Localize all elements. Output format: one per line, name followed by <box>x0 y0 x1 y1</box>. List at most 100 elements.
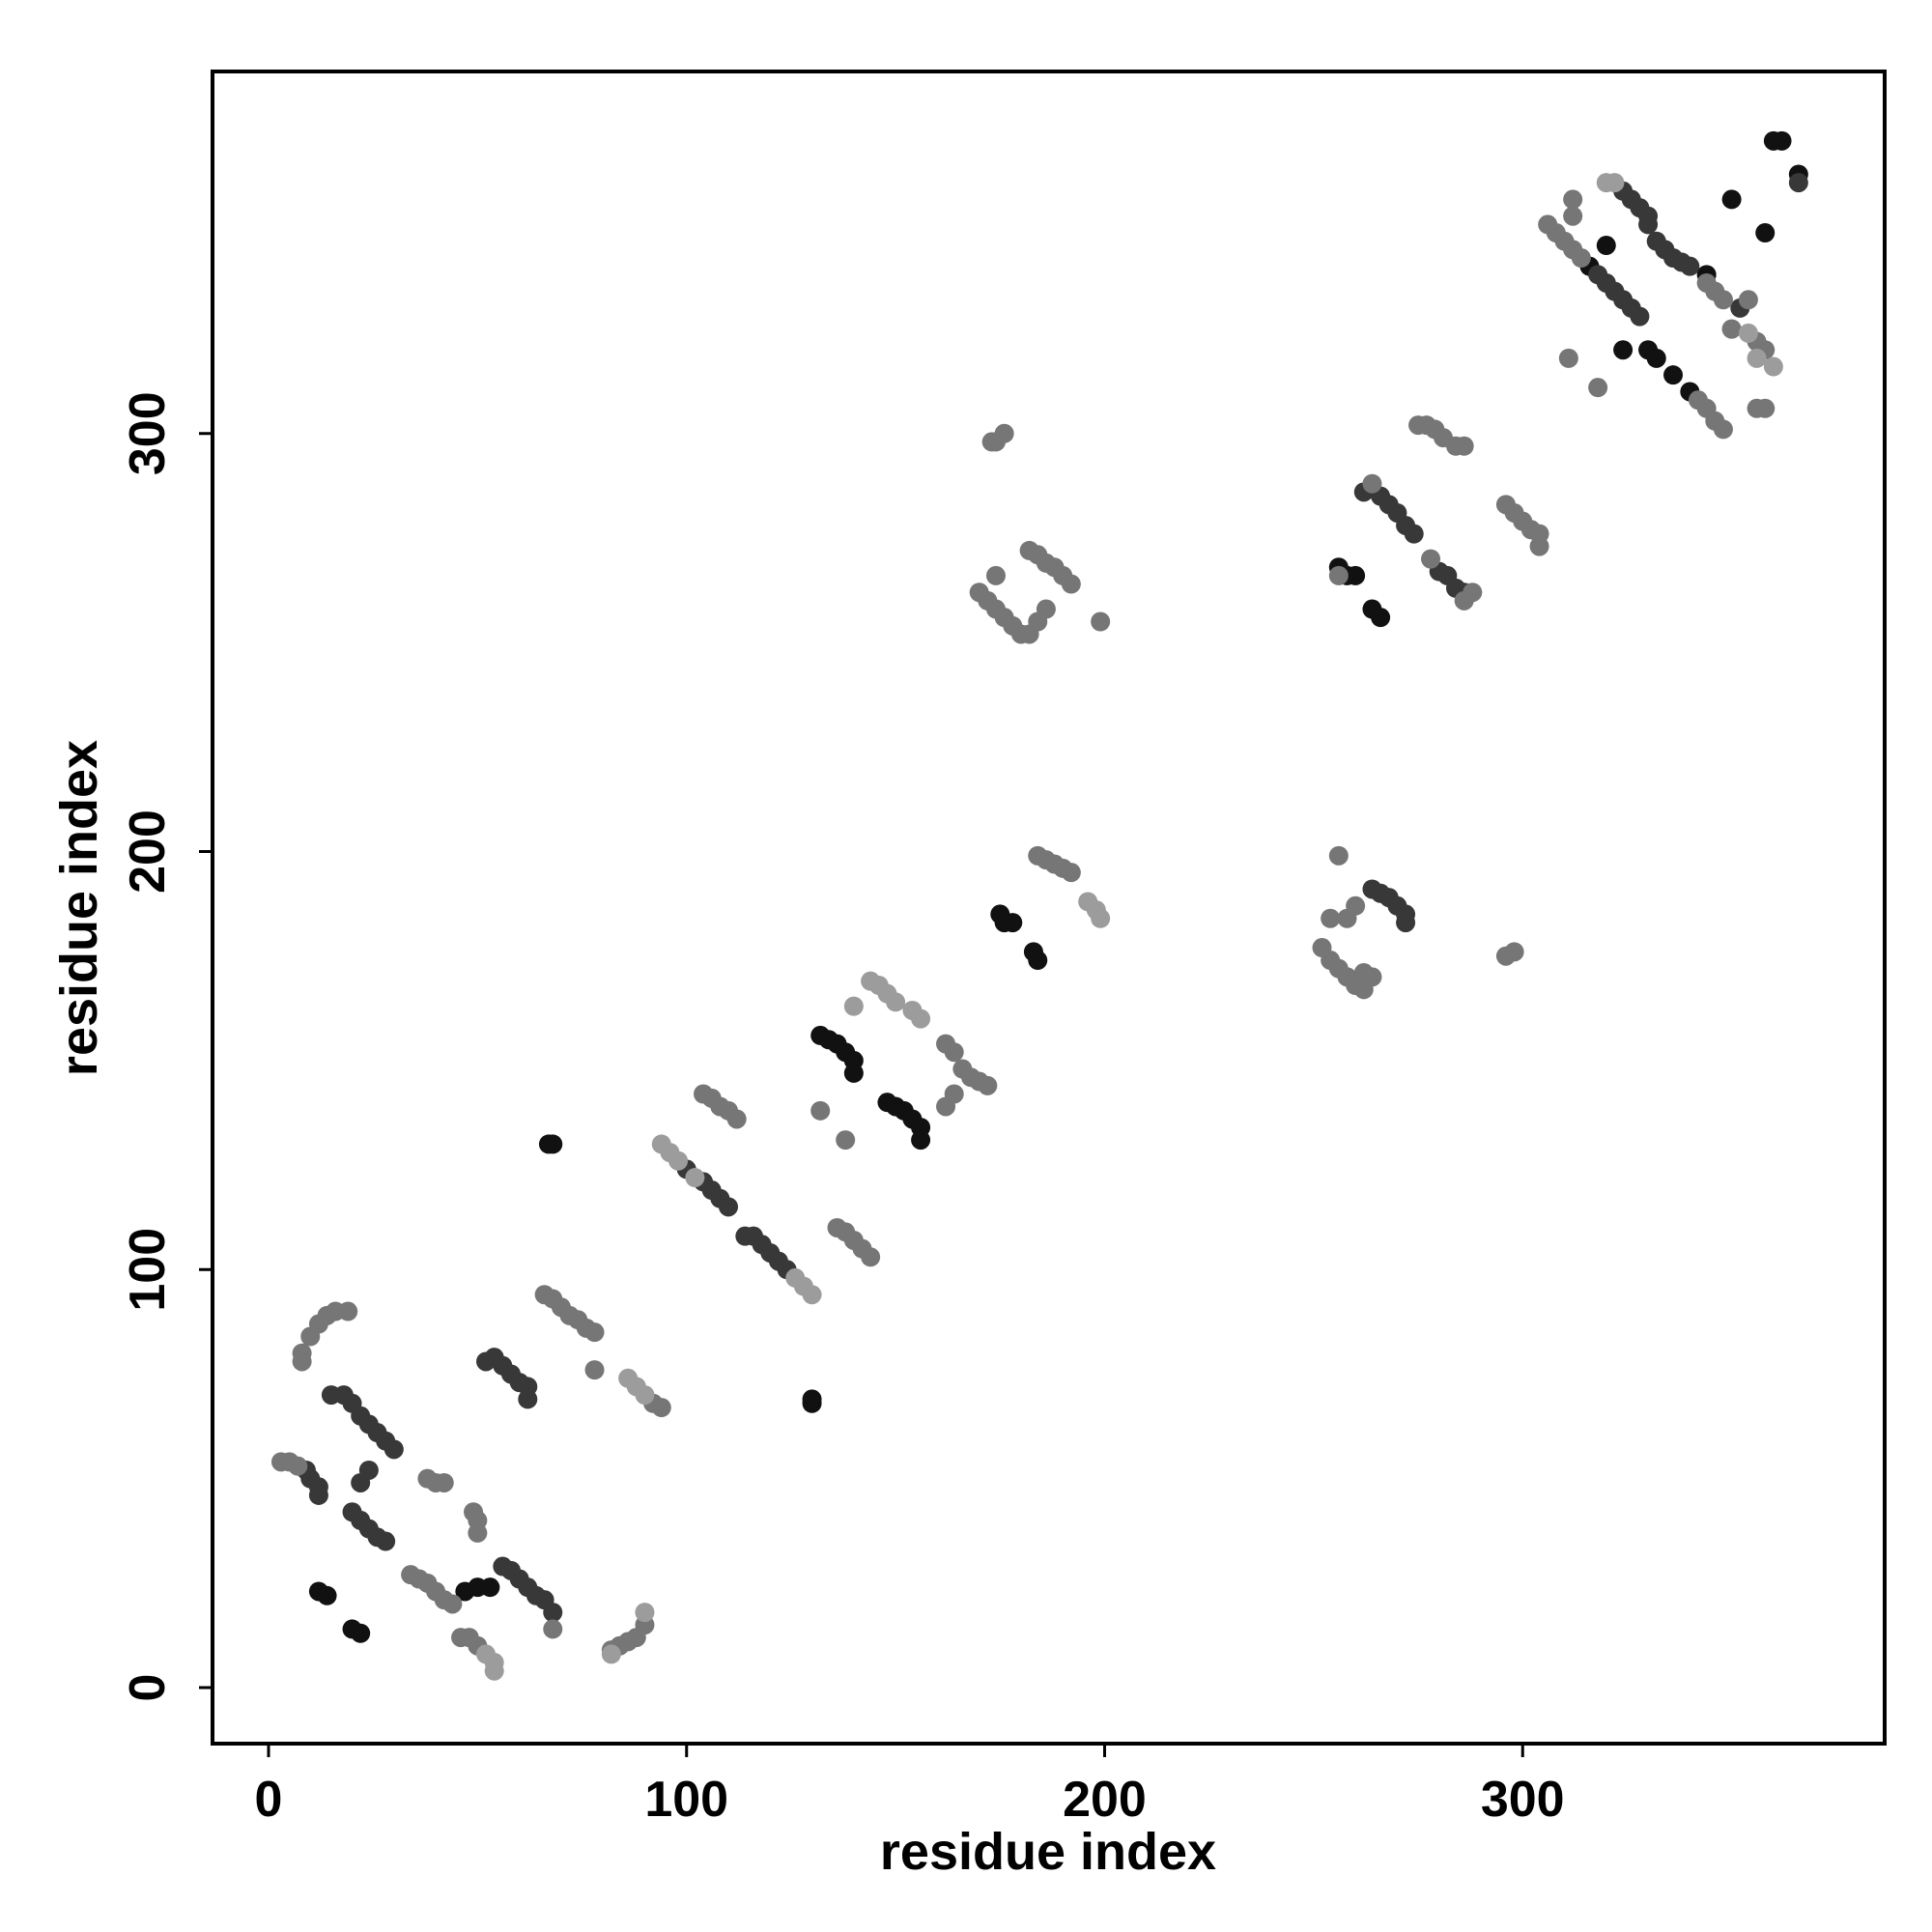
point <box>1772 130 1792 151</box>
point <box>1630 306 1650 327</box>
point <box>1763 356 1783 377</box>
point <box>1588 378 1608 398</box>
point <box>886 992 906 1012</box>
point <box>1558 348 1578 368</box>
point <box>802 1389 822 1409</box>
point <box>480 1577 500 1598</box>
point <box>1663 365 1684 385</box>
point <box>719 1197 739 1217</box>
point <box>1721 319 1742 339</box>
point <box>484 1661 504 1681</box>
point <box>1755 398 1776 418</box>
point <box>543 1619 563 1639</box>
point <box>1003 913 1023 933</box>
point <box>911 1009 931 1029</box>
point <box>1788 173 1808 193</box>
point <box>1404 524 1424 544</box>
point <box>1321 908 1341 928</box>
y-tick-label: 100 <box>120 1228 176 1312</box>
point <box>358 1460 379 1480</box>
point <box>1747 348 1767 368</box>
point <box>468 1522 488 1543</box>
point <box>1713 419 1733 440</box>
point <box>861 1247 881 1267</box>
point <box>1396 913 1416 933</box>
point <box>384 1439 404 1460</box>
point <box>543 1603 563 1623</box>
point <box>584 1360 605 1380</box>
point <box>685 1168 705 1188</box>
point <box>978 1075 998 1095</box>
point <box>726 1109 747 1129</box>
point <box>1061 574 1081 594</box>
point <box>1454 436 1474 456</box>
point <box>292 1351 312 1372</box>
point <box>843 996 864 1016</box>
x-tick-label: 0 <box>255 1772 283 1828</box>
x-tick-label: 100 <box>644 1772 728 1828</box>
point <box>1596 236 1616 256</box>
point <box>1028 611 1048 632</box>
point <box>1646 348 1666 368</box>
point <box>668 1151 689 1171</box>
point <box>317 1585 337 1605</box>
point <box>1328 565 1349 585</box>
point <box>944 1042 964 1063</box>
point <box>1605 173 1625 193</box>
point <box>1680 256 1700 276</box>
y-tick-label: 0 <box>120 1674 176 1702</box>
point <box>442 1594 463 1614</box>
point <box>1028 951 1048 971</box>
plot-frame <box>211 70 1887 1746</box>
point <box>1713 290 1733 310</box>
point <box>1529 536 1549 556</box>
point <box>308 1485 328 1505</box>
point <box>1454 590 1474 611</box>
point <box>1738 290 1758 310</box>
x-tick-label: 200 <box>1063 1772 1147 1828</box>
point <box>1421 549 1441 569</box>
point <box>1362 473 1382 494</box>
y-axis-label: residue index <box>50 740 108 1076</box>
point <box>1504 942 1524 962</box>
point <box>1563 206 1583 226</box>
point <box>518 1389 538 1409</box>
point <box>1091 908 1111 928</box>
point <box>1328 845 1349 866</box>
point <box>1613 340 1634 360</box>
point <box>1638 206 1659 226</box>
point <box>1346 895 1366 916</box>
point <box>936 1096 956 1117</box>
point <box>1346 565 1366 585</box>
point <box>843 1063 864 1083</box>
point <box>1353 963 1374 983</box>
point <box>1721 189 1742 210</box>
point <box>1571 248 1591 269</box>
point <box>1755 223 1776 243</box>
point <box>288 1456 308 1476</box>
point <box>635 1603 655 1623</box>
point <box>1091 611 1111 632</box>
point <box>376 1531 396 1551</box>
point <box>836 1130 856 1151</box>
point <box>1371 608 1391 628</box>
point <box>1563 189 1583 210</box>
y-tick-label: 200 <box>120 810 176 894</box>
point <box>651 1398 671 1418</box>
point <box>584 1322 605 1343</box>
point <box>1061 863 1081 883</box>
point <box>802 1285 822 1305</box>
x-tick-label: 300 <box>1481 1772 1565 1828</box>
point <box>994 423 1014 443</box>
point <box>911 1130 931 1151</box>
point <box>351 1623 371 1643</box>
point <box>434 1472 454 1492</box>
x-axis-label: residue index <box>880 1823 1216 1881</box>
point <box>543 1134 563 1154</box>
point <box>985 565 1006 585</box>
point <box>338 1301 358 1321</box>
point <box>635 1385 655 1406</box>
y-tick-label: 300 <box>120 391 176 475</box>
